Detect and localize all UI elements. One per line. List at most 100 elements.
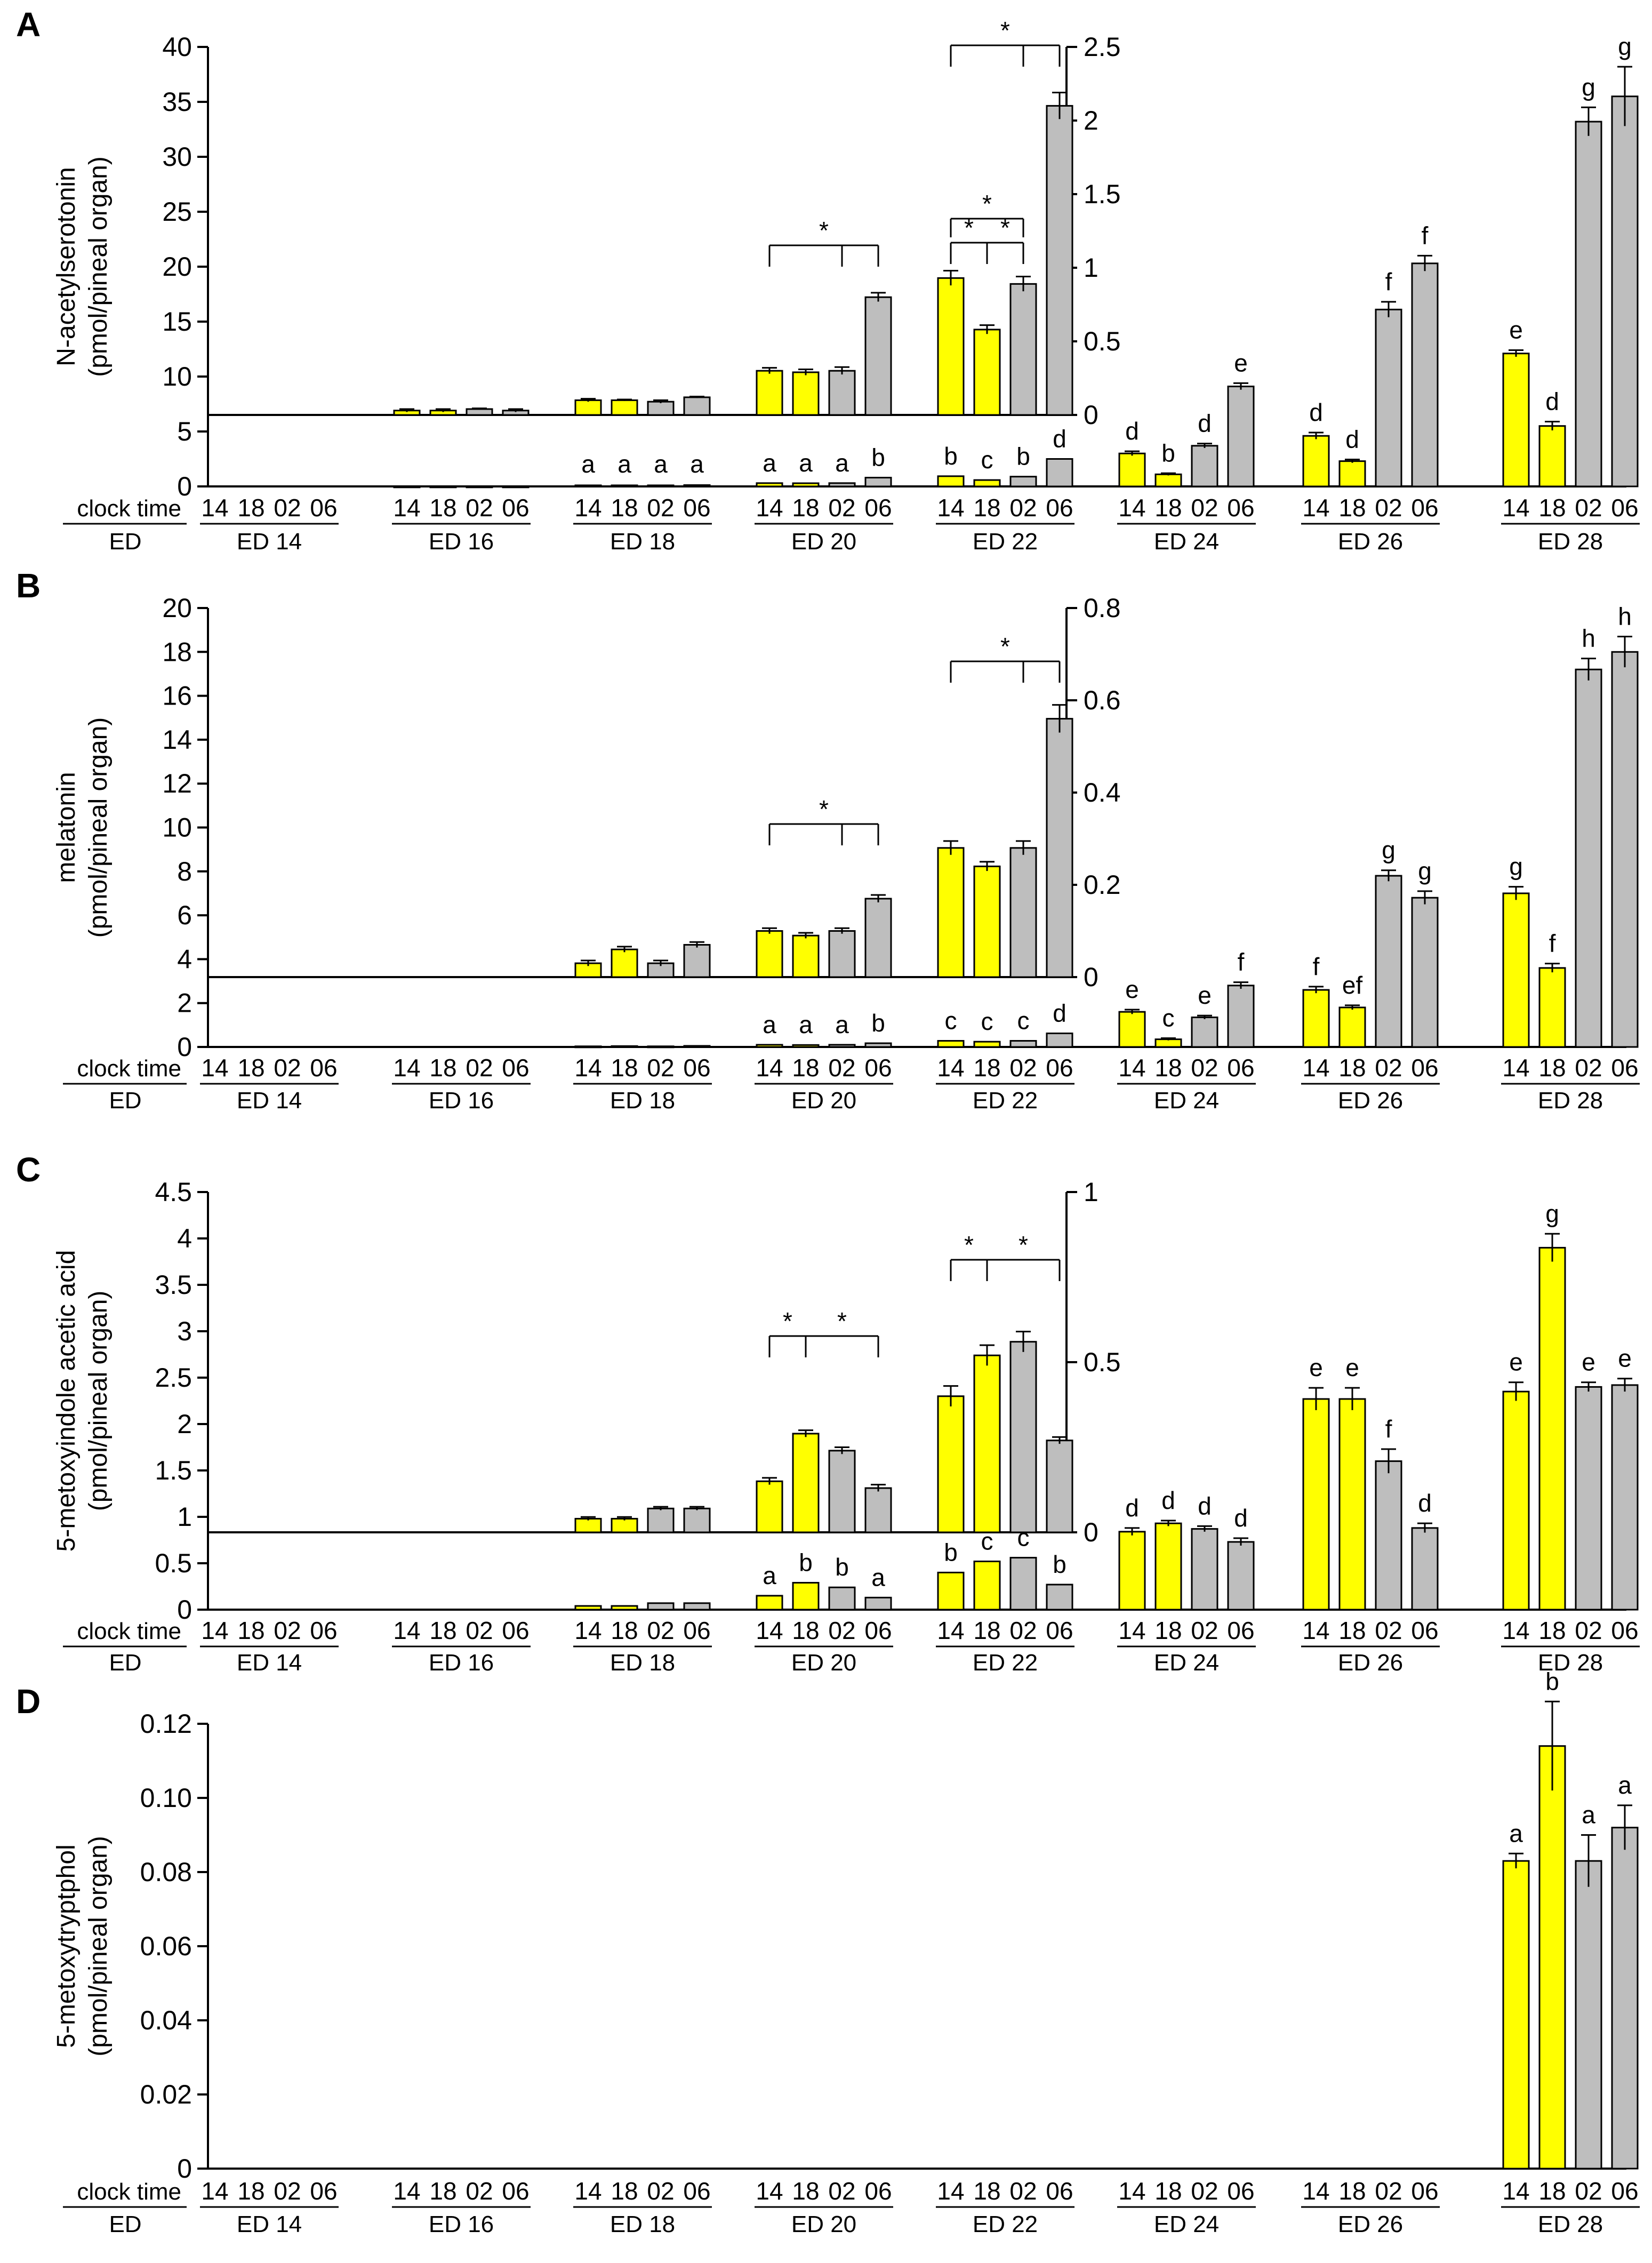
y-axis-label: 5-metoxytryptphol (52, 1844, 81, 2048)
clock-time-label: clock time (77, 2179, 181, 2205)
group-label: ED 24 (1154, 1650, 1219, 1676)
bar-ed-20-06 (864, 1042, 892, 1048)
y-tick-label: 1 (177, 1502, 192, 1532)
clock-time-tick: 06 (1227, 494, 1254, 522)
clock-time-tick: 18 (429, 2177, 456, 2205)
y-tick-label: 4 (177, 1224, 192, 1253)
significance-star: * (982, 190, 992, 218)
clock-time-tick: 14 (1118, 2177, 1145, 2205)
significance-letter: e (1618, 1345, 1632, 1372)
significance-star: * (1019, 1231, 1028, 1259)
bar-ed-28-14 (1502, 1860, 1530, 2170)
clock-time-tick: 14 (1302, 1617, 1329, 1644)
clock-time-tick: 02 (1375, 494, 1402, 522)
significance-letter: a (871, 1563, 885, 1591)
inset-bar-ed-20-06 (864, 296, 892, 416)
significance-letter: f (1549, 930, 1556, 957)
clock-time-tick: 06 (683, 494, 710, 522)
bar-ed-26-18 (1338, 1006, 1366, 1048)
bar-ed-28-02 (1575, 1860, 1602, 2170)
inset-y-tick-label: 0.6 (1084, 685, 1121, 715)
y-axis-label-units: (pmol/pineal organ) (84, 156, 113, 377)
bar-ed-28-18 (1538, 1246, 1566, 1611)
inset-y-tick-label: 1.5 (1084, 179, 1121, 209)
clock-time-tick: 14 (1118, 1054, 1145, 1082)
bar-ed-26-14 (1302, 1398, 1330, 1611)
bar-ed-16-06 (502, 485, 530, 489)
y-tick-label: 1.5 (155, 1456, 192, 1485)
bar-ed-24-18 (1154, 473, 1182, 487)
clock-time-tick: 06 (1411, 494, 1438, 522)
significance-letter: b (1016, 443, 1030, 470)
clock-time-tick: 06 (1611, 1617, 1638, 1644)
clock-time-tick: 02 (1009, 1617, 1037, 1644)
y-tick-label: 8 (177, 857, 192, 886)
inset-bar-ed-22-02 (1009, 1341, 1037, 1533)
significance-letter: g (1418, 857, 1432, 885)
significance-letter: b (1161, 439, 1175, 467)
clock-time-tick: 02 (274, 494, 301, 522)
y-tick-label: 12 (162, 769, 192, 798)
y-tick-label: 0 (177, 471, 192, 501)
significance-star: * (837, 1307, 847, 1335)
bar-ed-22-18 (973, 1041, 1001, 1048)
significance-letter: f (1238, 948, 1245, 976)
clock-time-tick: 18 (973, 494, 1000, 522)
significance-letter: g (1382, 836, 1396, 864)
bar-ed-22-06 (1046, 1032, 1073, 1048)
clock-time-tick: 02 (274, 2177, 301, 2205)
inset-bar-ed-22-14 (937, 277, 965, 416)
y-tick-label: 0.5 (155, 1548, 192, 1578)
significance-letter: d (1053, 425, 1066, 453)
significance-letter: d (1125, 1494, 1139, 1522)
ed-label: ED (109, 529, 141, 555)
clock-time-tick: 14 (937, 2177, 964, 2205)
bar-ed-20-02 (828, 1044, 856, 1048)
group-label: ED 26 (1338, 529, 1403, 555)
significance-letter: a (654, 450, 668, 478)
clock-time-tick: 02 (274, 1617, 301, 1644)
inset-bar-ed-16-02 (466, 408, 493, 416)
inset-bar-ed-22-06 (1046, 1440, 1073, 1533)
significance-letter: a (1582, 1801, 1595, 1829)
clock-time-tick: 06 (864, 1054, 892, 1082)
inset-bar-ed-18-06 (683, 1507, 711, 1533)
clock-time-tick: 18 (1338, 1054, 1366, 1082)
significance-letter: e (1234, 349, 1248, 377)
bar-ed-18-14 (574, 1045, 602, 1049)
clock-time-tick: 06 (1611, 1054, 1638, 1082)
bar-ed-26-02 (1375, 875, 1402, 1048)
bar-ed-28-18 (1538, 967, 1566, 1048)
clock-time-tick: 06 (1611, 494, 1638, 522)
clock-time-tick: 06 (502, 1617, 529, 1644)
bar-ed-22-14 (937, 1039, 965, 1048)
significance-letter: e (1198, 981, 1212, 1009)
bar-ed-20-14 (756, 482, 783, 487)
inset-bar-ed-20-14 (756, 930, 783, 978)
clock-time-tick: 02 (466, 2177, 493, 2205)
significance-letter: b (871, 444, 885, 471)
bar-ed-20-18 (792, 1044, 820, 1048)
bar-ed-16-02 (466, 485, 493, 489)
significance-letter: c (1017, 1006, 1030, 1034)
clock-time-tick: 02 (1191, 494, 1218, 522)
clock-time-tick: 18 (611, 1617, 638, 1644)
clock-time-tick: 06 (502, 1054, 529, 1082)
inset-bar-ed-18-14 (574, 1517, 602, 1533)
panel-label: A (16, 5, 41, 44)
clock-time-tick: 02 (1009, 494, 1037, 522)
significance-letter: ef (1342, 971, 1363, 999)
inset-y-tick-label: 1 (1084, 253, 1098, 283)
clock-time-tick: 14 (393, 1054, 420, 1082)
significance-letter: c (1017, 1524, 1030, 1552)
inset-y-tick-label: 0.8 (1084, 593, 1121, 623)
significance-letter: a (581, 450, 595, 478)
clock-time-label: clock time (77, 495, 181, 522)
inset-bar-ed-20-06 (864, 1487, 892, 1533)
bar-ed-18-18 (611, 1045, 638, 1048)
significance-letter: g (1545, 1200, 1559, 1227)
bar-ed-18-06 (683, 1045, 711, 1048)
significance-letter: g (1618, 33, 1632, 60)
clock-time-tick: 18 (429, 1054, 456, 1082)
bar-ed-28-06 (1611, 651, 1639, 1048)
